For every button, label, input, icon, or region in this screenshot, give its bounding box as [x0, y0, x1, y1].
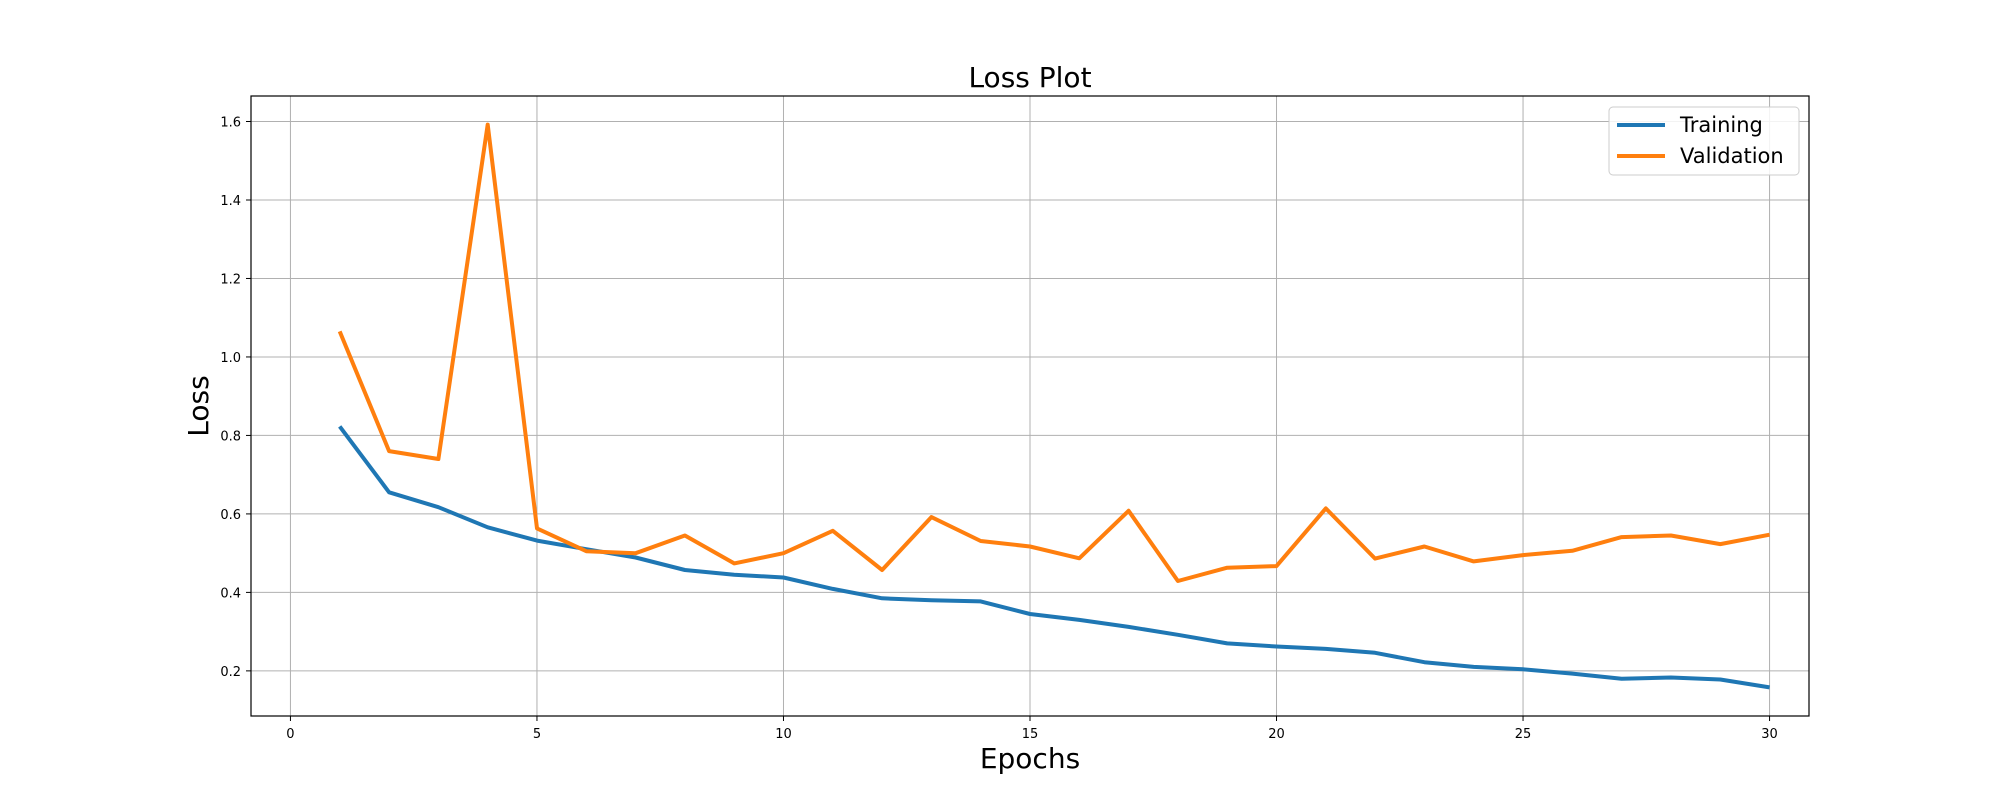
x-tick-label: 5: [533, 727, 541, 742]
y-tick-label: 1.2: [220, 272, 241, 287]
x-tick-label: 0: [286, 727, 294, 742]
y-tick-label: 1.0: [220, 351, 241, 366]
x-tick-label: 10: [775, 727, 792, 742]
x-tick-label: 30: [1761, 727, 1778, 742]
y-tick-label: 1.4: [220, 194, 241, 209]
legend-label-validation: Validation: [1680, 144, 1784, 168]
x-tick-label: 20: [1268, 727, 1285, 742]
chart-title: Loss Plot: [968, 61, 1091, 94]
y-tick-label: 0.2: [220, 665, 241, 680]
series-line-validation: [337, 122, 1770, 583]
y-axis-label: Loss: [182, 375, 215, 436]
legend: Training Validation: [1608, 106, 1800, 176]
y-tick-label: 0.6: [220, 508, 241, 523]
y-tick-label: 0.8: [220, 429, 241, 444]
x-tick-label: 25: [1515, 727, 1532, 742]
grid-lines: [251, 96, 1809, 716]
y-tick-label: 1.6: [220, 116, 241, 131]
x-axis-label: Epochs: [980, 742, 1080, 775]
series-lines: [337, 122, 1770, 690]
y-tick-label: 0.4: [220, 586, 241, 601]
x-tick-label: 15: [1022, 727, 1039, 742]
legend-label-training: Training: [1679, 113, 1763, 137]
axis-ticks: 0 5 10 15 20 25 30 0.2 0.4 0.6 0.8 1.0 1.2 1.4 1.6: [220, 116, 1778, 742]
